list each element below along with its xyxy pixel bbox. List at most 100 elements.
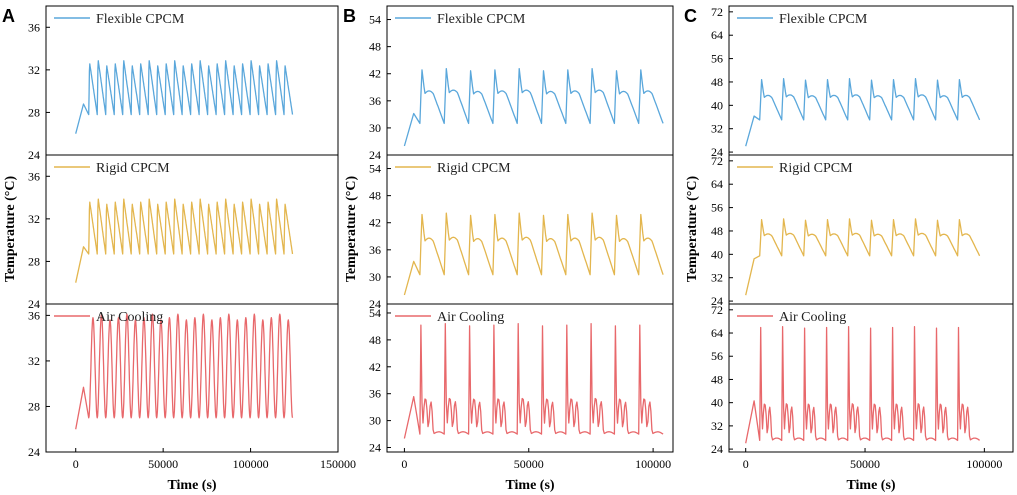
y-tick-label: 32 xyxy=(28,212,40,226)
y-tick-label: 48 xyxy=(711,372,723,386)
y-tick-label: 54 xyxy=(369,13,381,27)
series-line xyxy=(75,313,294,430)
x-tick-label: 50000 xyxy=(148,457,178,471)
subplot-flexible-cpcm: 24 28 32 36 Flexible CPCM xyxy=(28,5,339,162)
series-line xyxy=(403,67,664,147)
legend-label: Flexible CPCM xyxy=(96,12,185,27)
legend-label: Flexible CPCM xyxy=(437,12,526,27)
y-tick-label: 72 xyxy=(711,154,723,168)
y-tick-label: 24 xyxy=(369,441,381,455)
subplot-frame xyxy=(45,303,339,453)
subplot-rigid-cpcm: 24 28 32 36 Rigid CPCM xyxy=(28,154,339,311)
y-tick-label: 24 xyxy=(711,294,723,308)
subplot-flexible-cpcm: 24 32 40 48 56 64 72 Flexible CPCM xyxy=(711,5,1014,159)
y-tick-label: 42 xyxy=(369,360,381,374)
y-tick-label: 32 xyxy=(711,271,723,285)
y-tick-label: 36 xyxy=(369,94,381,108)
subplot-frame xyxy=(728,303,1014,453)
y-tick-label: 56 xyxy=(711,52,723,66)
series-line xyxy=(75,60,294,134)
panel-A: A 24 28 32 36 Flexible CPCM 24 28 32 36 Rigid CPCM… xyxy=(2,5,356,493)
y-tick-label: 24 xyxy=(28,445,40,459)
panel-label: A xyxy=(2,6,15,26)
subplot-air-cooling: 24 28 32 36 Air Cooling xyxy=(28,303,339,459)
y-tick-label: 64 xyxy=(711,177,723,191)
subplot-frame xyxy=(386,154,674,305)
x-tick-label: 0 xyxy=(401,457,407,471)
subplot-frame xyxy=(45,154,339,305)
x-tick-label: 150000 xyxy=(320,457,356,471)
subplot-rigid-cpcm: 24 32 40 48 56 64 72 Rigid CPCM xyxy=(711,154,1014,308)
x-tick-label: 100000 xyxy=(966,457,1002,471)
y-tick-label: 32 xyxy=(711,122,723,136)
y-tick-label: 24 xyxy=(369,297,381,311)
x-axis-title: Time (s) xyxy=(167,478,216,493)
legend-label: Rigid CPCM xyxy=(779,161,853,176)
y-tick-label: 40 xyxy=(711,247,723,261)
x-tick-label: 0 xyxy=(743,457,749,471)
y-tick-label: 64 xyxy=(711,326,723,340)
y-tick-label: 32 xyxy=(28,63,40,77)
series-line xyxy=(403,323,664,439)
y-tick-label: 36 xyxy=(28,20,40,34)
y-tick-label: 30 xyxy=(369,270,381,284)
y-tick-label: 32 xyxy=(28,354,40,368)
y-tick-label: 48 xyxy=(711,224,723,238)
y-tick-label: 56 xyxy=(711,201,723,215)
legend-label: Air Cooling xyxy=(437,310,504,325)
panel-label: C xyxy=(684,6,697,26)
y-tick-label: 36 xyxy=(369,387,381,401)
y-tick-label: 30 xyxy=(369,121,381,135)
legend-label: Rigid CPCM xyxy=(96,161,170,176)
legend-label: Rigid CPCM xyxy=(437,161,511,176)
y-tick-label: 72 xyxy=(711,5,723,19)
x-axis-title: Time (s) xyxy=(846,478,895,493)
legend-label: Air Cooling xyxy=(779,310,846,325)
y-tick-label: 32 xyxy=(711,419,723,433)
x-axis-title: Time (s) xyxy=(505,478,554,493)
x-tick-label: 100000 xyxy=(635,457,671,471)
y-tick-label: 36 xyxy=(369,243,381,257)
subplot-flexible-cpcm: 24 30 36 42 48 54 Flexible CPCM xyxy=(369,5,674,162)
y-tick-label: 40 xyxy=(711,396,723,410)
y-axis-title: Temperature (°C) xyxy=(3,176,18,283)
y-tick-label: 40 xyxy=(711,98,723,112)
legend-label: Flexible CPCM xyxy=(779,12,868,27)
y-tick-label: 30 xyxy=(369,414,381,428)
subplot-air-cooling: 24 32 40 48 56 64 72 Air Cooling xyxy=(711,303,1014,456)
y-tick-label: 48 xyxy=(369,40,381,54)
panel-B: B 24 30 36 42 48 54 Flexible CPCM 24 30 36 42 48 54 Ri… xyxy=(343,5,674,493)
y-tick-label: 54 xyxy=(369,306,381,320)
x-tick-label: 50000 xyxy=(514,457,544,471)
y-tick-label: 24 xyxy=(28,148,40,162)
y-tick-label: 54 xyxy=(369,162,381,176)
y-tick-label: 42 xyxy=(369,216,381,230)
y-tick-label: 24 xyxy=(711,145,723,159)
y-tick-label: 28 xyxy=(28,254,40,268)
series-line xyxy=(745,78,981,147)
series-line xyxy=(403,212,664,296)
series-line xyxy=(745,326,980,444)
y-tick-label: 48 xyxy=(369,189,381,203)
y-tick-label: 24 xyxy=(369,148,381,162)
y-tick-label: 24 xyxy=(711,442,723,456)
series-line xyxy=(745,218,981,296)
y-tick-label: 28 xyxy=(28,105,40,119)
y-tick-label: 48 xyxy=(369,333,381,347)
y-tick-label: 56 xyxy=(711,349,723,363)
y-tick-label: 42 xyxy=(369,67,381,81)
x-tick-label: 100000 xyxy=(233,457,269,471)
panel-label: B xyxy=(343,6,356,26)
subplot-frame xyxy=(386,303,674,453)
y-tick-label: 28 xyxy=(28,399,40,413)
series-line xyxy=(75,198,294,283)
subplot-air-cooling: 24 30 36 42 48 54 Air Cooling xyxy=(369,303,674,455)
y-tick-label: 72 xyxy=(711,303,723,317)
subplot-rigid-cpcm: 24 30 36 42 48 54 Rigid CPCM xyxy=(369,154,674,311)
y-tick-label: 64 xyxy=(711,28,723,42)
y-axis-title: Temperature (°C) xyxy=(685,176,700,283)
y-tick-label: 36 xyxy=(28,308,40,322)
y-axis-title: Temperature (°C) xyxy=(344,176,359,283)
x-tick-label: 50000 xyxy=(850,457,880,471)
